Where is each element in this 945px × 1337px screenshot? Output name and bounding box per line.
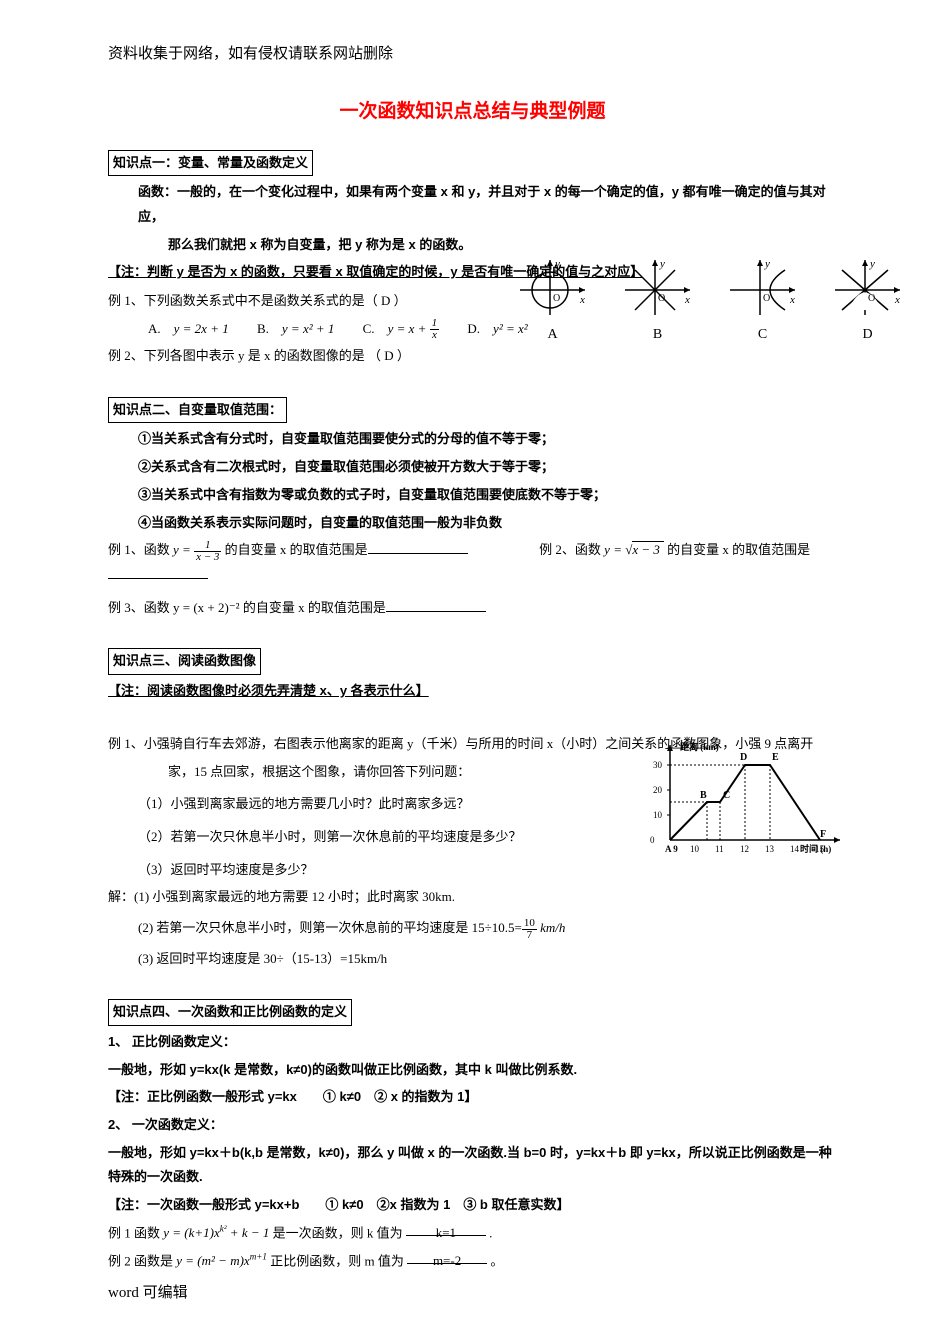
svg-text:F: F: [820, 829, 826, 840]
s4-sub1: 1、 正比例函数定义：: [108, 1030, 837, 1055]
svg-text:O: O: [658, 293, 665, 304]
svg-text:0: 0: [650, 835, 655, 845]
graph-a: x y O A: [515, 255, 590, 349]
svg-text:10: 10: [653, 810, 663, 820]
s4-note1: 【注：正比例函数一般形式 y=kx ① k≠0 ② x 的指数为 1】: [108, 1085, 837, 1110]
distance-time-chart: 0 10 20 30 A 9 10 11 12 13 14 15 B C D E…: [645, 740, 845, 869]
svg-text:时间 (h): 时间 (h): [800, 843, 831, 854]
word-footer: word 可编辑: [108, 1279, 188, 1308]
svg-text:y: y: [869, 258, 875, 270]
graph-row: x y O A x y O B x y O: [515, 255, 905, 349]
svg-text:12: 12: [740, 844, 749, 854]
svg-text:距离 (km): 距离 (km): [680, 741, 719, 752]
s3-note: 【注：阅读函数图像时必须先弄清楚 x、y 各表示什么】: [108, 679, 837, 704]
svg-text:O: O: [553, 293, 560, 304]
svg-text:x: x: [684, 294, 690, 306]
svg-text:30: 30: [653, 760, 663, 770]
section-3-header: 知识点三、阅读函数图像: [108, 648, 261, 675]
svg-text:11: 11: [715, 844, 724, 854]
s4-def1: 一般地，形如 y=kx(k 是常数，k≠0)的函数叫做正比例函数，其中 k 叫做…: [108, 1058, 837, 1083]
svg-text:x: x: [894, 294, 900, 306]
s4-note2: 【注：一次函数一般形式 y=kx+b ① k≠0 ②x 指数为 1 ③ b 取任…: [108, 1193, 837, 1218]
svg-text:x: x: [789, 294, 795, 306]
svg-text:10: 10: [690, 844, 700, 854]
s3-a1: 解：(1) 小强到离家最远的地方需要 12 小时；此时离家 30km.: [108, 885, 837, 910]
svg-text:20: 20: [653, 785, 663, 795]
svg-text:A 9: A 9: [665, 844, 678, 854]
s2-rule3: ③当关系式中含有指数为零或负数的式子时，自变量取值范围要使底数不等于零；: [108, 483, 837, 508]
graph-d: x y O D: [830, 255, 905, 349]
svg-text:14: 14: [790, 844, 800, 854]
svg-text:C: C: [723, 790, 730, 801]
s3-a2: (2) 若第一次只休息半小时，则第一次休息前的平均速度是 15÷10.5=107…: [108, 916, 837, 941]
svg-text:O: O: [763, 293, 770, 304]
s4-sub2: 2、 一次函数定义：: [108, 1113, 837, 1138]
section-1-header: 知识点一：变量、常量及函数定义: [108, 150, 313, 177]
s2-ex1-2: 例 1、函数 y = 1x − 3 的自变量 x 的取值范围是 例 2、函数 y…: [108, 538, 837, 587]
svg-text:E: E: [772, 752, 779, 763]
svg-text:x: x: [579, 294, 585, 306]
graph-c: x y O C: [725, 255, 800, 349]
section-4-header: 知识点四、一次函数和正比例函数的定义: [108, 999, 352, 1026]
s3-a3: (3) 返回时平均速度是 30÷（15-13）=15km/h: [108, 947, 837, 972]
graph-b: x y O B: [620, 255, 695, 349]
s1-def1: 函数：一般的，在一个变化过程中，如果有两个变量 x 和 y，并且对于 x 的每一…: [108, 180, 837, 229]
svg-text:y: y: [659, 258, 665, 270]
s1-def2: 那么我们就把 x 称为自变量，把 y 称为是 x 的函数。: [108, 233, 837, 258]
svg-text:13: 13: [765, 844, 775, 854]
s2-ex3: 例 3、函数 y = (x + 2)⁻² 的自变量 x 的取值范围是: [108, 596, 837, 621]
s2-rule2: ②关系式含有二次根式时，自变量取值范围必须使被开方数大于等于零；: [108, 455, 837, 480]
svg-text:y: y: [554, 258, 560, 270]
page-title: 一次函数知识点总结与典型例题: [108, 94, 837, 130]
svg-text:D: D: [740, 752, 747, 763]
header-note: 资料收集于网络，如有侵权请联系网站删除: [108, 40, 837, 69]
svg-text:O: O: [868, 293, 875, 304]
s4-ex2: 例 2 函数是 y = (m² − m)xm+1 正比例函数，则 m 值为 m=…: [108, 1249, 837, 1274]
svg-text:y: y: [764, 258, 770, 270]
s4-def2: 一般地，形如 y=kx＋b(k,b 是常数，k≠0)，那么 y 叫做 x 的一次…: [108, 1141, 837, 1190]
s2-rule1: ①当关系式含有分式时，自变量取值范围要使分式的分母的值不等于零；: [108, 427, 837, 452]
s2-rule4: ④当函数关系表示实际问题时，自变量的取值范围一般为非负数: [108, 511, 837, 536]
s4-ex1: 例 1 函数 y = (k+1)xk² + k − 1 是一次函数，则 k 值为…: [108, 1221, 837, 1246]
svg-text:B: B: [700, 790, 707, 801]
section-2-header: 知识点二、自变量取值范围：: [108, 397, 287, 424]
